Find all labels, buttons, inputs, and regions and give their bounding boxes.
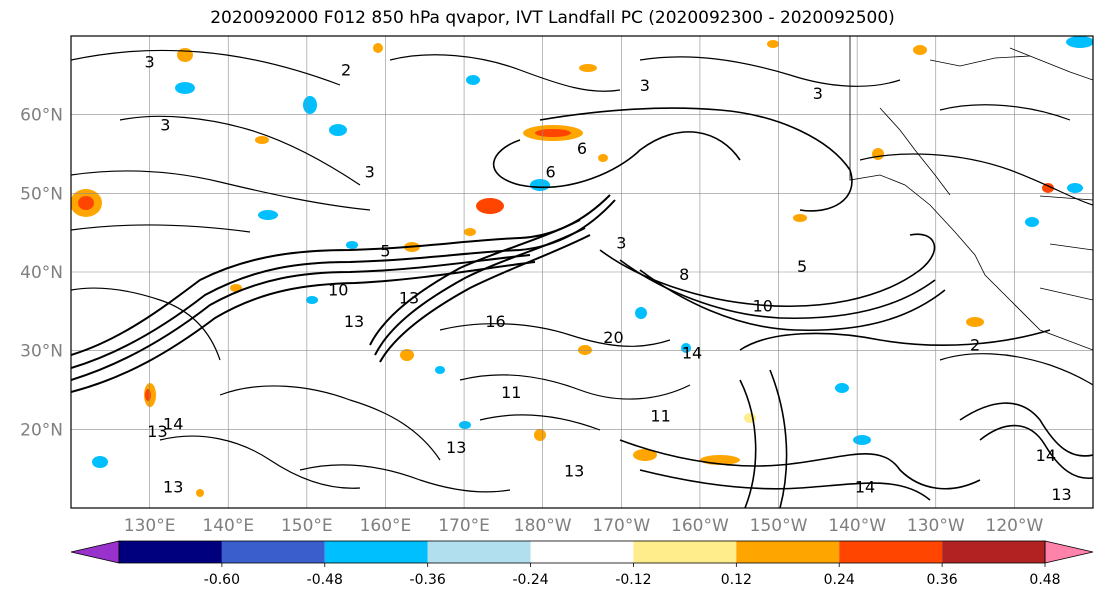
contour-value-label: 3 xyxy=(813,84,823,103)
lat-tick-label: 60°N xyxy=(20,106,63,126)
contour-value-label: 3 xyxy=(616,233,626,252)
colorbar-tick-label: 0.48 xyxy=(1029,572,1060,588)
lon-tick-label: 130°W xyxy=(907,516,965,536)
colorbar-tick-label: 0.24 xyxy=(824,572,855,588)
map-gridlines xyxy=(71,36,1093,508)
contour-value-label: 2 xyxy=(970,336,980,355)
lon-tick-label: 160°W xyxy=(671,516,729,536)
lon-tick-label: 170°W xyxy=(592,516,650,536)
lon-tick-label: 180°W xyxy=(514,516,572,536)
lon-tick-label: 130°E xyxy=(124,516,176,536)
lat-tick-label: 40°N xyxy=(20,263,63,283)
contour-value-label: 10 xyxy=(328,281,348,300)
colorbar-extend-low xyxy=(70,540,120,564)
colorbar-outline xyxy=(118,540,1046,564)
lon-tick-label: 140°E xyxy=(202,516,254,536)
colorbar-extend-high xyxy=(1044,540,1094,564)
contour-value-label: 16 xyxy=(485,312,505,331)
colorbar-tick-label: 0.12 xyxy=(721,572,752,588)
colorbar-tick-label: 0.36 xyxy=(927,572,958,588)
ivt-contours xyxy=(71,49,1093,508)
contour-value-label: 13 xyxy=(163,477,183,496)
contour-value-label: 14 xyxy=(855,477,875,496)
contour-value-label: 13 xyxy=(1051,485,1071,504)
contour-value-label: 13 xyxy=(446,438,466,457)
contour-value-label: 5 xyxy=(797,257,807,276)
contour-value-label: 3 xyxy=(365,163,375,182)
lon-tick-label: 160°E xyxy=(360,516,412,536)
colorbar: -0.60 -0.48 -0.36 -0.24 -0.12 0.12 0.24 0.36 0.4… xyxy=(70,540,1094,588)
contour-value-label: 13 xyxy=(344,312,364,331)
contour-value-label: 20 xyxy=(603,328,623,347)
contour-value-label: 10 xyxy=(753,296,773,315)
lat-tick-label: 50°N xyxy=(20,184,63,204)
colorbar-bin xyxy=(119,541,222,563)
lon-tick-label: 150°W xyxy=(750,516,808,536)
colorbar-bin xyxy=(736,541,840,563)
colorbar-bin xyxy=(839,541,943,563)
colorbar-bin xyxy=(221,541,325,563)
contour-value-label: 14 xyxy=(1036,446,1056,465)
colorbar-bin xyxy=(324,541,428,563)
map-frame xyxy=(70,35,1094,509)
contour-value-label: 14 xyxy=(163,414,183,433)
contour-value-label: 13 xyxy=(147,422,167,441)
contour-value-label: 13 xyxy=(399,288,419,307)
colorbar-tick-label: -0.48 xyxy=(307,572,343,588)
colorbar-tick-label: -0.36 xyxy=(410,572,446,588)
colorbar-tick-label: -0.12 xyxy=(615,572,651,588)
contour-value-label: 6 xyxy=(577,139,587,158)
contour-value-label: 8 xyxy=(679,265,689,284)
longitude-labels: 130°E 140°E 150°E 160°E 170°E 180°W 170°W 160°W… xyxy=(124,516,1044,536)
contour-value-label: 14 xyxy=(682,344,702,363)
lat-tick-label: 30°N xyxy=(20,342,63,362)
coastlines xyxy=(849,36,1093,351)
contour-value-label: 2 xyxy=(341,60,351,79)
contour-value-label: 3 xyxy=(145,52,155,71)
contour-value-label: 3 xyxy=(160,115,170,134)
colorbar-bin xyxy=(942,541,1045,563)
latitude-labels: 20°N 30°N 40°N 50°N 60°N xyxy=(20,106,63,441)
contour-value-label: 13 xyxy=(564,462,584,481)
lon-tick-label: 140°W xyxy=(828,516,886,536)
colorbar-bin xyxy=(530,541,634,563)
colorbar-tick-label: -0.60 xyxy=(204,572,240,588)
colorbar-bin xyxy=(633,541,737,563)
colorbar-bin xyxy=(427,541,531,563)
contour-value-label: 11 xyxy=(650,406,670,425)
lat-tick-label: 20°N xyxy=(20,420,63,440)
lon-tick-label: 120°W xyxy=(986,516,1044,536)
lon-tick-label: 150°E xyxy=(281,516,333,536)
colorbar-tick-label: -0.24 xyxy=(512,572,548,588)
contour-value-label: 3 xyxy=(640,76,650,95)
contour-value-label: 6 xyxy=(545,163,555,182)
contour-value-label: 11 xyxy=(501,383,521,402)
qvapor-anomaly-shading xyxy=(71,36,1093,497)
lon-tick-label: 170°E xyxy=(438,516,490,536)
map-title: 2020092000 F012 850 hPa qvapor, IVT Land… xyxy=(210,8,895,28)
contour-value-label: 5 xyxy=(380,241,390,260)
